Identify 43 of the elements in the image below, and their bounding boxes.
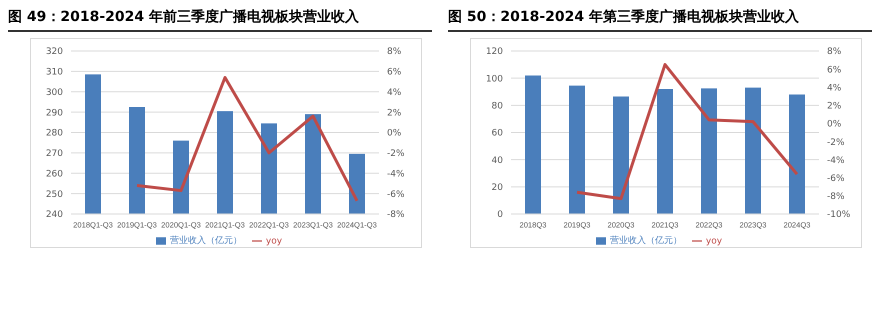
line-series: [136, 76, 358, 202]
y2-tick-label: 6%: [827, 65, 842, 76]
y2-tick-label: -4%: [827, 156, 845, 166]
y-tick-label: 300: [46, 88, 64, 98]
legend-label: 营业收入（亿元）: [170, 236, 242, 246]
y-tick-label: 290: [46, 108, 64, 118]
y2-tick-label: -6%: [387, 190, 405, 200]
y-tick-label: 280: [46, 128, 64, 139]
y2-tick-label: 8%: [827, 47, 842, 58]
y2-tick-label: 2%: [827, 102, 842, 112]
y-tick-label: 270: [46, 149, 64, 160]
y-tick-label: 120: [486, 47, 504, 58]
y-tick-label: 60: [492, 128, 504, 139]
y-tick-label: 0: [497, 210, 504, 220]
y-tick-label: 20: [492, 183, 504, 194]
y2-tick-label: -2%: [827, 138, 845, 148]
y2-tick-label: 8%: [387, 47, 402, 58]
y2-tick-label: -10%: [827, 210, 851, 220]
chart-title: 图 49：2018-2024 年前三季度广播电视板块营业收入: [8, 8, 432, 32]
y2-tick-label: -6%: [827, 174, 845, 184]
legend-label: yoy: [706, 236, 722, 246]
chart-title: 图 50：2018-2024 年第三季度广播电视板块营业收入: [448, 8, 872, 32]
y-tick-label: 310: [46, 68, 64, 78]
y2-tick-label: -2%: [387, 149, 405, 160]
y-tick-label: 240: [46, 210, 64, 220]
y-tick-label: 320: [46, 47, 64, 58]
y2-tick-label: 2%: [387, 108, 402, 118]
y-tick-label: 40: [492, 156, 504, 166]
y-tick-label: 250: [46, 190, 64, 200]
y2-tick-label: 4%: [827, 83, 842, 94]
y-tick-label: 80: [492, 102, 504, 112]
y-tick-label: 100: [486, 74, 504, 84]
y2-tick-label: 0%: [387, 128, 402, 139]
y2-tick-label: 6%: [387, 68, 402, 78]
y2-tick-label: -8%: [827, 192, 845, 202]
y2-tick-label: 0%: [827, 120, 842, 130]
y-tick-label: 260: [46, 169, 64, 180]
legend-label: 营业收入（亿元）: [610, 236, 682, 246]
y2-tick-label: -4%: [387, 169, 405, 180]
y2-tick-label: 4%: [387, 88, 402, 98]
legend-label: yoy: [266, 236, 282, 246]
line-series: [576, 63, 798, 200]
y2-tick-label: -8%: [387, 210, 405, 220]
